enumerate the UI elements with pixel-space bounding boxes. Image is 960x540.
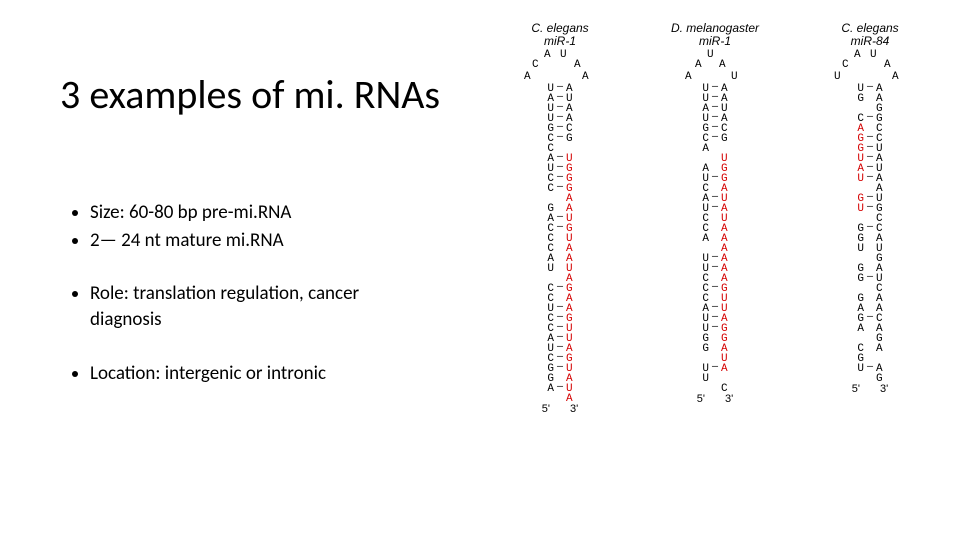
column-header: C. elegansmiR-84 [795,22,945,47]
bullet-item: Size: 60-80 bp pre-mi.RNA [90,200,428,226]
column-header: D. melanogastermiR-1 [640,22,790,47]
base-pair: UG— [655,173,775,183]
base-pair: UU [500,263,620,273]
base-pair: GG [655,333,775,343]
rna-column: C. elegansmiR-1AUCAAAUA—AU—UA—UA—GC—CG—C… [485,22,635,417]
base-pair: CU [500,233,620,243]
bullet-item: Location: intergenic or intronic [90,361,428,387]
base-pair: UG— [810,203,930,213]
slide: 3 examples of mi. RNAs Size: 60-80 bp pr… [0,0,960,540]
base-pair: GC— [810,223,930,233]
base-pair: AA [655,233,775,243]
bullet-group-1: Size: 60-80 bp pre-mi.RNA2— 24 nt mature… [68,200,428,253]
base-pair: AU— [500,383,620,393]
strand-ends: 5'3' [655,393,775,407]
strand-ends: 5'3' [810,383,930,397]
base-pair: CU [655,213,775,223]
base-pair: GA [810,293,930,303]
hairpin-loop: AUCAUA [810,49,930,83]
hairpin-loop: AUCAAA [500,49,620,83]
column-header: C. elegansmiR-1 [485,22,635,47]
base-pair: UA— [810,363,930,373]
bullet-list: Size: 60-80 bp pre-mi.RNA2— 24 nt mature… [68,200,428,414]
base-pair: U [655,373,775,383]
base-pair: CG— [500,183,620,193]
base-pair: C [655,383,775,393]
base-pair: CG— [655,283,775,293]
base-pair: CA [500,243,620,253]
base-pair: C [810,283,930,293]
base-pair: CG— [655,133,775,143]
base-pair: UG— [655,323,775,333]
hairpin-stem: AUCAAAUA—AU—UA—UA—GC—CG—CAU—UG—CG—CG—AGA… [500,49,620,417]
base-pair: CA [810,343,930,353]
bullet-group-2: Role: translation regulation, cancer dia… [68,281,428,332]
base-pair: GU— [810,273,930,283]
base-pair: UA— [810,83,930,93]
base-pair: GU— [500,363,620,373]
bullet-group-3: Location: intergenic or intronic [68,361,428,387]
base-pair: CA [655,223,775,233]
hairpin-stem: AUCAUAUA—GAGCG—ACGC—GU—UA—AU—UA—AGU—UG—C… [810,49,930,397]
base-pair: A [500,393,620,403]
base-pair: GC— [810,313,930,323]
base-pair: CG— [810,113,930,123]
bullet-item: Role: translation regulation, cancer dia… [90,281,428,332]
base-pair: CG— [500,133,620,143]
rna-diagram: C. elegansmiR-1AUCAAAUA—AU—UA—UA—GC—CG—C… [485,22,955,532]
base-pair: G [810,253,930,263]
base-pair: UA— [655,363,775,373]
bullet-item: 2— 24 nt mature mi.RNA [90,228,428,254]
base-pair: A [655,143,775,153]
hairpin-loop: UAAAU [655,49,775,83]
base-pair: AA [500,253,620,263]
base-pair: AA [810,323,930,333]
rna-column: D. melanogastermiR-1UAAAUUA—UA—AU—UA—GC—… [640,22,790,407]
hairpin-stem: UAAAUUA—UA—AU—UA—GC—CG—AUAGUG—CAAU—UA—CU… [655,49,775,407]
base-pair: G [810,373,930,383]
base-pair: GA [810,233,930,243]
base-pair: UA— [655,263,775,273]
base-pair: UA— [810,173,930,183]
base-pair: CG— [500,223,620,233]
base-pair: GA [810,93,930,103]
strand-ends: 5'3' [500,403,620,417]
base-pair: G [810,333,930,343]
base-pair: U [655,153,775,163]
base-pair: UU [810,243,930,253]
base-pair: A [500,193,620,203]
base-pair: CG— [500,283,620,293]
base-pair: UA— [655,203,775,213]
rna-column: C. elegansmiR-84AUCAUAUA—GAGCG—ACGC—GU—U… [795,22,945,397]
page-title: 3 examples of mi. RNAs [60,70,440,119]
base-pair: GA [655,343,775,353]
